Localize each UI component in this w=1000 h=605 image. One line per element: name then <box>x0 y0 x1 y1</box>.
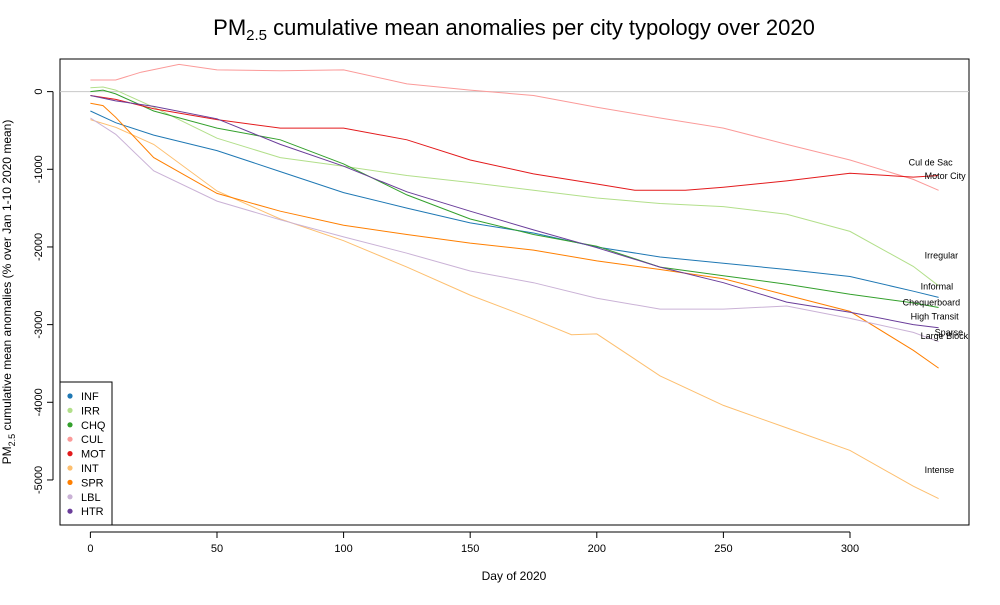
series-label-layer: Informal Irregular Chequerboard Cul de Sac M… <box>903 157 969 475</box>
legend-label: MOT <box>81 449 106 461</box>
plot-frame <box>59 58 970 526</box>
x-tick-label: 100 <box>334 543 352 555</box>
legend-marker <box>67 494 73 500</box>
series-line-htr <box>90 95 939 329</box>
x-axis-label: Day of 2020 <box>482 569 547 583</box>
series-line-chq <box>90 89 939 308</box>
legend-marker <box>67 479 73 485</box>
series-line-inf <box>90 110 939 298</box>
legend-marker <box>67 407 73 413</box>
y-tick-label: -1000 <box>33 155 45 183</box>
series-label: Sparse <box>935 328 964 338</box>
legend-marker <box>67 508 73 514</box>
x-axis: 0 50 100 150 200 250 300 <box>87 531 859 555</box>
x-tick-label: 250 <box>714 543 732 555</box>
y-tick-label: -3000 <box>33 311 45 339</box>
y-tick-label: -2000 <box>33 233 45 261</box>
y-tick-label: -4000 <box>33 388 45 416</box>
series-layer <box>90 63 939 500</box>
x-tick-label: 50 <box>211 543 223 555</box>
legend-marker <box>67 422 73 428</box>
chart-title: PM2.5 cumulative mean anomalies per city… <box>213 15 815 44</box>
legend-label: INT <box>81 463 99 475</box>
legend-label: CHQ <box>81 420 106 432</box>
legend-label: HTR <box>81 506 104 518</box>
y-tick-label: -5000 <box>33 466 45 494</box>
legend-marker <box>67 393 73 399</box>
legend-marker <box>67 451 73 457</box>
series-line-cul <box>90 63 939 191</box>
series-label: High Transit <box>911 312 960 322</box>
legend-box <box>59 381 113 526</box>
x-tick-label: 200 <box>588 543 606 555</box>
legend-marker <box>67 465 73 471</box>
legend-label: INF <box>81 391 99 403</box>
legend-label: IRR <box>81 405 100 417</box>
series-label: Chequerboard <box>903 298 961 308</box>
y-axis: 0 -1000 -2000 -3000 -4000 -5000 <box>33 89 54 494</box>
legend: INF IRR CHQ CUL MOT INT SPR LBL HTR <box>59 381 113 526</box>
series-line-spr <box>90 102 939 369</box>
legend-label: LBL <box>81 492 101 504</box>
x-tick-label: 0 <box>87 543 93 555</box>
x-tick-label: 300 <box>841 543 859 555</box>
legend-label: SPR <box>81 477 104 489</box>
series-line-lbl <box>90 117 939 343</box>
series-line-irr <box>90 86 939 287</box>
legend-label: CUL <box>81 434 103 446</box>
x-tick-label: 150 <box>461 543 479 555</box>
series-label: Informal <box>921 282 954 292</box>
series-label: Large Block <box>921 331 969 341</box>
series-label: Irregular <box>925 251 959 261</box>
series-label: Motor City <box>925 171 967 181</box>
series-label: Cul de Sac <box>909 157 954 167</box>
legend-marker <box>67 436 73 442</box>
y-tick-label: 0 <box>33 89 45 95</box>
y-axis-label: PM2.5 cumulative mean anomalies (% over … <box>0 120 17 465</box>
series-line-int <box>90 119 939 500</box>
series-line-mot <box>90 95 939 191</box>
series-label: Intense <box>925 465 955 475</box>
